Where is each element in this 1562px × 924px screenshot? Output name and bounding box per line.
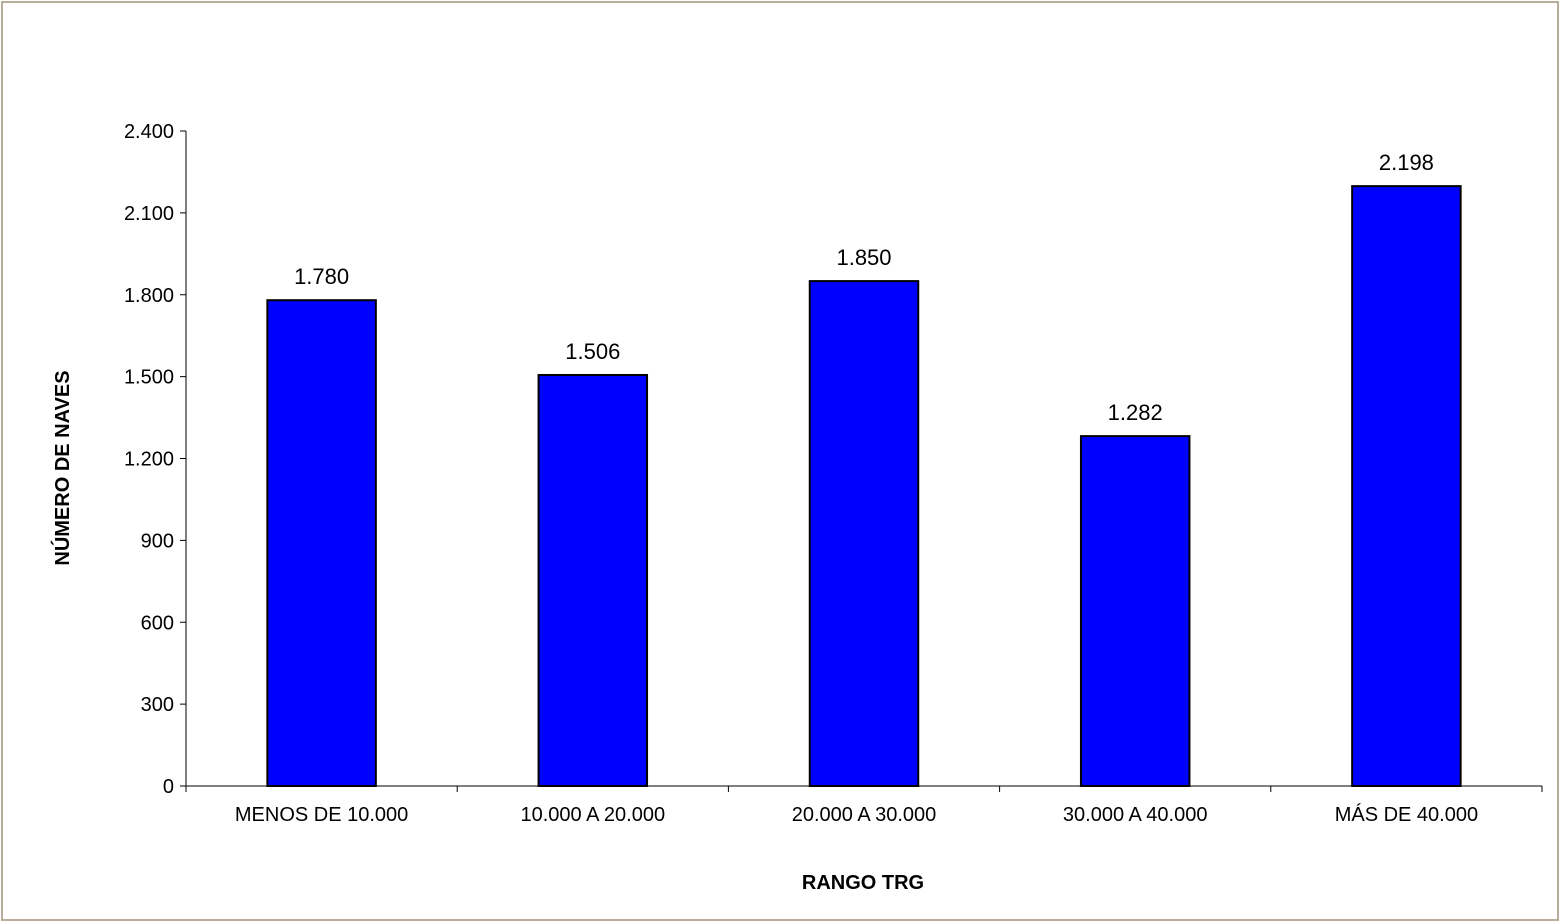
bar [1079,435,1191,787]
y-tick-label: 0 [163,776,174,798]
bar [808,280,920,787]
y-tick-label: 2.400 [124,121,174,143]
y-tick-label: 2.100 [124,203,174,225]
y-tick-label: 1.200 [124,449,174,471]
bar [1351,185,1462,788]
y-tick-label: 900 [141,530,174,552]
x-tick-label: MÁS DE 40.000 [1335,803,1478,826]
data-label: 1.780 [294,264,349,289]
x-tick-label: 10.000 A 20.000 [521,804,666,826]
y-tick-label: 300 [141,694,174,716]
x-tick-label: MENOS DE 10.000 [235,804,408,826]
bar [266,299,377,787]
x-tick-label: 30.000 A 40.000 [1063,804,1208,826]
y-tick-label: 600 [141,612,174,634]
y-tick-label: 1.800 [124,285,174,307]
data-label: 2.198 [1379,150,1434,175]
data-label: 1.850 [836,245,891,270]
y-axis-title: NÚMERO DE NAVES [50,370,74,565]
bar [537,373,649,787]
plot-area: 0 300 600 900 1.200 1.500 1.800 2.100 2.400 1.780… [124,121,1543,826]
x-tick-label: 20.000 A 30.000 [792,804,937,826]
data-label: 1.506 [565,339,620,364]
y-tick-label: 1.500 [124,367,174,389]
x-axis-title: RANGO TRG [802,872,924,894]
data-label: 1.282 [1108,400,1163,425]
